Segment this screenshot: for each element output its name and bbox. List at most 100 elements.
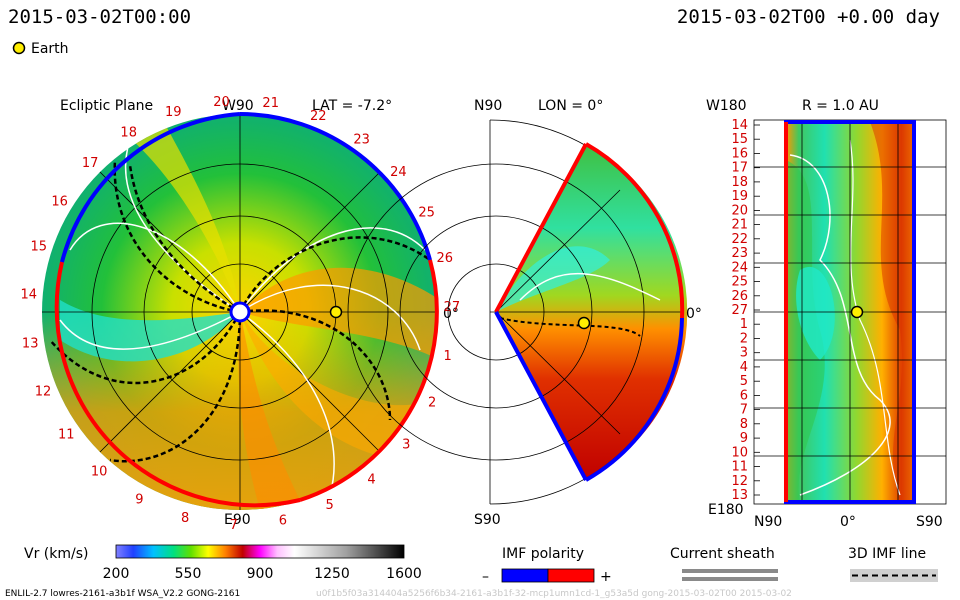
meridional-panel (347, 119, 688, 505)
sphere-row-tick-20: 20 (731, 203, 748, 218)
carrington-tick-8: 8 (181, 511, 189, 526)
carrington-tick-7: 7 (230, 518, 238, 533)
carrington-tick-labels: 20 21222324252627123456789101112131415161… (21, 95, 461, 533)
sphere-row-tick-3: 3 (740, 346, 748, 361)
carrington-tick-12: 12 (35, 384, 52, 399)
sphere-row-tick-17: 17 (731, 161, 748, 176)
earth-marker-sphere (850, 305, 864, 319)
imf-plus-label: + (600, 569, 612, 585)
ecliptic-w90: W90 (222, 98, 254, 114)
sphere-s90: S90 (916, 514, 943, 530)
sphere-row-tick-13: 13 (731, 488, 748, 503)
ecliptic-0deg: 0° (443, 306, 459, 322)
sphere-row-tick-11: 11 (731, 460, 748, 475)
imf-minus-label: – (482, 569, 489, 585)
colorbar (115, 544, 405, 559)
carrington-tick-20: 20 (213, 95, 230, 110)
carrington-tick-2: 2 (428, 396, 436, 411)
sphere-row-tick-4: 4 (740, 360, 748, 375)
sphere-n90: N90 (754, 514, 782, 530)
carrington-tick-26: 26 (437, 251, 454, 266)
carrington-tick-3: 3 (402, 438, 410, 453)
sphere-row-tick-5: 5 (740, 374, 748, 389)
sphere-row-tick-26: 26 (731, 289, 748, 304)
sphere-row-tick-2: 2 (740, 332, 748, 347)
carrington-tick-13: 13 (22, 337, 39, 352)
current-sheath-swatch (682, 569, 778, 573)
carrington-tick-16: 16 (51, 195, 68, 210)
sphere-w180: W180 (706, 98, 747, 114)
ecliptic-panel (42, 112, 439, 510)
colorbar-tick-900: 900 (247, 566, 274, 582)
meridional-n90: N90 (474, 98, 502, 114)
sphere-row-ticks: 1415161718192021222324252627123456789101… (731, 118, 748, 503)
sphere-row-tick-10: 10 (731, 445, 748, 460)
carrington-tick-6: 6 (279, 514, 287, 529)
sphere-0deg: 0° (840, 514, 856, 530)
carrington-tick-5: 5 (325, 498, 333, 513)
carrington-tick-17: 17 (82, 156, 99, 171)
imf3d-title: 3D IMF line (848, 546, 926, 562)
sphere-row-tick-27: 27 (731, 303, 748, 318)
sphere-row-tick-9: 9 (740, 431, 748, 446)
meridional-s90: S90 (474, 512, 501, 528)
carrington-tick-11: 11 (58, 428, 75, 443)
imf-positive-swatch (547, 568, 595, 583)
sphere-row-tick-22: 22 (731, 232, 748, 247)
carrington-tick-10: 10 (91, 464, 108, 479)
colorbar-title: Vr (km/s) (24, 546, 88, 562)
carrington-tick-24: 24 (390, 165, 407, 180)
sun-icon (229, 301, 251, 323)
carrington-tick-9: 9 (135, 493, 143, 508)
sphere-row-tick-18: 18 (731, 175, 748, 190)
earth-marker-ecliptic (329, 305, 343, 319)
colorbar-tick-1250: 1250 (314, 566, 350, 582)
sphere-r-label: R = 1.0 AU (802, 98, 879, 114)
colorbar-tick-550: 550 (175, 566, 202, 582)
ecliptic-e90: E90 (224, 512, 251, 528)
run-id: u0f1b5f03a314404a5256f6b34-2161-a3b1f-32… (316, 589, 792, 599)
imf-negative-swatch (501, 568, 549, 583)
sphere-row-tick-1: 1 (740, 317, 748, 332)
carrington-tick-4: 4 (367, 472, 375, 487)
sphere-row-tick-7: 7 (740, 403, 748, 418)
earth-legend-icon (12, 41, 26, 55)
colorbar-tick-1600: 1600 (386, 566, 422, 582)
sphere-panel (753, 119, 947, 505)
ecliptic-title: Ecliptic Plane (60, 98, 153, 114)
sphere-row-tick-6: 6 (740, 388, 748, 403)
sphere-row-tick-21: 21 (731, 218, 748, 233)
ecliptic-lat: LAT = -7.2° (312, 98, 392, 114)
carrington-tick-23: 23 (353, 132, 370, 147)
carrington-tick-18: 18 (120, 126, 137, 141)
sphere-row-tick-19: 19 (731, 189, 748, 204)
model-info: ENLIL-2.7 lowres-2161-a3b1f WSA_V2.2 GON… (5, 589, 240, 599)
time-right: 2015-03-02T00 +0.00 day (677, 6, 940, 28)
carrington-tick-14: 14 (21, 288, 38, 303)
sphere-row-tick-25: 25 (731, 275, 748, 290)
carrington-tick-25: 25 (418, 205, 435, 220)
carrington-tick-19: 19 (165, 105, 182, 120)
sphere-row-tick-12: 12 (731, 474, 748, 489)
sphere-row-tick-15: 15 (731, 132, 748, 147)
imf-polarity-title: IMF polarity (502, 546, 584, 562)
carrington-tick-21: 21 (262, 96, 279, 111)
current-sheath-title: Current sheath (670, 546, 775, 562)
carrington-tick-15: 15 (31, 239, 48, 254)
earth-legend-label: Earth (31, 41, 69, 57)
carrington-tick-27: 27 (444, 300, 461, 315)
meridional-0deg: 0° (686, 306, 702, 322)
sphere-row-tick-8: 8 (740, 417, 748, 432)
time-left: 2015-03-02T00:00 (8, 6, 191, 28)
sphere-e180: E180 (708, 502, 744, 518)
meridional-lon: LON = 0° (538, 98, 603, 114)
carrington-tick-22: 22 (310, 109, 327, 124)
carrington-tick-1: 1 (443, 349, 451, 364)
colorbar-ticks: 200 550 900 1250 1600 (103, 566, 422, 582)
colorbar-tick-200: 200 (103, 566, 130, 582)
sphere-row-tick-16: 16 (731, 147, 748, 162)
earth-marker-meridional (577, 316, 591, 330)
sphere-row-tick-14: 14 (731, 118, 748, 133)
sphere-row-tick-23: 23 (731, 246, 748, 261)
